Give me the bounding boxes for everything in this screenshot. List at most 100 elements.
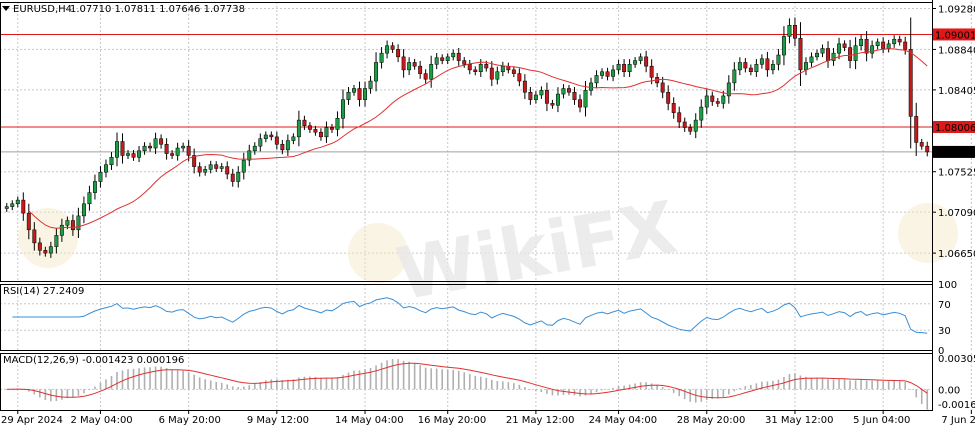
macd-bar	[650, 383, 653, 390]
macd-bar	[915, 389, 918, 398]
candle-body	[368, 80, 373, 89]
macd-bar	[761, 381, 763, 390]
macd-bar	[110, 376, 113, 390]
macd-tick-label: -0.00163	[938, 400, 975, 411]
time-tick-label: 21 May 12:00	[506, 415, 575, 426]
candle-body	[914, 116, 919, 143]
candle-body	[671, 103, 676, 113]
candle-body	[37, 242, 42, 251]
macd-label: MACD(12,26,9) -0.001423 0.000196	[3, 355, 184, 366]
candle-body	[798, 38, 803, 71]
macd-bar	[446, 369, 449, 390]
macd-bar	[66, 389, 69, 399]
candle-body	[26, 212, 31, 231]
candle-body	[181, 145, 186, 149]
candle-body	[721, 95, 726, 104]
macd-bar	[176, 370, 179, 390]
macd-bar	[380, 362, 383, 390]
macd-bar	[358, 370, 361, 390]
candle-body	[765, 58, 770, 71]
macd-bar	[590, 389, 592, 395]
candle-body	[622, 64, 627, 72]
macd-bar	[667, 389, 669, 390]
macd-bar	[496, 381, 499, 390]
macd-bar	[408, 361, 410, 390]
candle-body	[65, 220, 70, 226]
macd-bar	[827, 379, 829, 390]
macd-bar	[468, 374, 471, 390]
price-tick-label: 1.08840	[938, 45, 975, 56]
candle-body	[54, 235, 59, 247]
macd-bar	[265, 380, 267, 390]
macd-bar	[755, 383, 758, 390]
macd-bar	[336, 377, 339, 390]
candle-body	[236, 171, 241, 182]
candle-body	[142, 145, 147, 152]
macd-bar	[540, 389, 543, 393]
candle-body	[247, 150, 252, 161]
candle-body	[649, 65, 654, 78]
time-tick-label: 24 May 04:00	[589, 415, 658, 426]
macd-bar	[61, 389, 63, 400]
macd-bar	[441, 369, 443, 390]
candle-body	[925, 145, 930, 153]
time-tick-label: 28 May 20:00	[677, 415, 746, 426]
macd-bar	[309, 376, 311, 390]
macd-bar	[353, 370, 355, 390]
price-tick-label: 1.06650	[938, 249, 975, 260]
macd-bar	[854, 380, 857, 390]
macd-bar	[55, 389, 58, 402]
candle-body	[594, 75, 599, 84]
symbol-dropdown-icon[interactable]	[2, 6, 10, 11]
candle-body	[109, 157, 114, 165]
macd-bar	[160, 366, 162, 390]
candle-body	[511, 69, 516, 74]
macd-bar	[639, 382, 642, 390]
macd-bar	[342, 374, 344, 390]
candle-body	[616, 64, 621, 71]
macd-bar	[832, 379, 835, 390]
macd-bar	[882, 381, 884, 390]
level-label: 1.08006	[935, 123, 975, 134]
candle-body	[291, 136, 296, 141]
macd-bar	[816, 377, 818, 390]
candle-body	[70, 220, 75, 231]
candle-body	[263, 134, 268, 139]
candle-body	[528, 91, 533, 100]
last-price-label: 1.07738	[935, 148, 975, 159]
macd-bar	[121, 370, 124, 390]
candle-body	[324, 127, 329, 138]
last-price-tag	[933, 145, 975, 158]
macd-bar	[220, 382, 223, 390]
candle-body	[804, 62, 808, 71]
candle-body	[390, 45, 395, 50]
candle-body	[699, 106, 704, 121]
candle-body	[489, 67, 494, 80]
macd-bar	[226, 384, 229, 390]
watermark-logo	[898, 203, 958, 263]
candle-body	[440, 57, 445, 61]
macd-bar	[722, 389, 725, 397]
macd-bar	[237, 387, 240, 390]
macd-bar	[750, 384, 752, 390]
macd-bar	[375, 365, 377, 390]
candle-body	[374, 62, 379, 82]
candle-body	[192, 155, 197, 167]
macd-bar	[838, 378, 840, 390]
candle-body	[831, 52, 836, 61]
macd-bar	[623, 385, 625, 390]
macd-bar	[705, 389, 708, 401]
candle-body	[423, 73, 428, 80]
candle-body	[335, 118, 340, 130]
candle-body	[770, 64, 775, 71]
macd-bar	[28, 389, 30, 392]
candle-body	[10, 203, 15, 207]
rsi-panel: 100 70 30 0	[0, 280, 957, 357]
candle-body	[346, 91, 351, 100]
macd-bar	[661, 387, 664, 390]
candle-body	[737, 62, 742, 71]
candle-body	[225, 166, 230, 175]
macd-bar	[325, 377, 328, 390]
candle-body	[59, 224, 64, 236]
